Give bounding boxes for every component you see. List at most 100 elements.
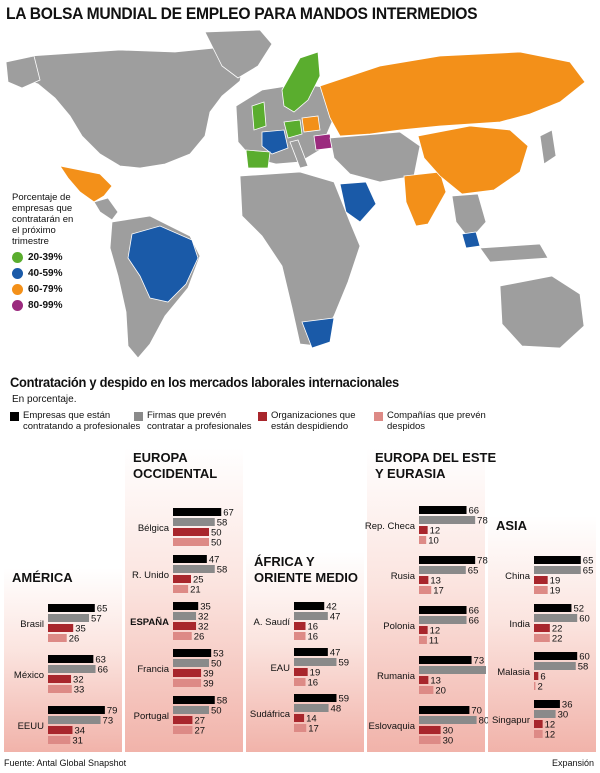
- bar-plan-hiring: [173, 659, 209, 667]
- bar-value-label: 50: [211, 659, 222, 670]
- bar-value-label: 19: [310, 668, 321, 679]
- bar-value-label: 67: [223, 508, 234, 519]
- bar-plan-firing: [294, 632, 306, 640]
- region-panel: [488, 516, 596, 752]
- bar-value-label: 48: [331, 704, 342, 715]
- map-legend-item: 80-99%: [12, 300, 84, 311]
- bar-value-label: 35: [200, 602, 211, 613]
- legend-swatch-icon: [374, 412, 383, 421]
- country-label: China: [505, 571, 531, 582]
- map-greenland: [204, 29, 273, 79]
- bar-value-label: 13: [430, 576, 441, 587]
- bar-plan-hiring: [534, 662, 576, 670]
- series-legend-item: Compañías que prevén despidos: [374, 410, 486, 432]
- bar-hiring: [534, 604, 572, 612]
- bar-value-label: 27: [194, 716, 205, 727]
- map-north-america: [19, 47, 246, 169]
- bar-plan-firing: [419, 636, 427, 644]
- bar-value-label: 12: [545, 730, 556, 741]
- bar-plan-hiring: [534, 566, 581, 574]
- bar-value-label: 53: [213, 649, 224, 660]
- bar-plan-firing: [173, 585, 189, 593]
- bar-value-label: 50: [211, 706, 222, 717]
- bar-hiring: [419, 556, 476, 564]
- country-label: Malasia: [497, 667, 530, 678]
- country-label: México: [14, 670, 44, 681]
- bar-value-label: 65: [583, 556, 594, 567]
- bar-firing: [419, 576, 429, 584]
- bar-value-label: 47: [330, 648, 341, 659]
- bar-value-label: 30: [558, 710, 569, 721]
- bar-firing: [173, 716, 193, 724]
- legend-dot-icon: [12, 252, 23, 263]
- bar-value-label: 47: [209, 555, 220, 566]
- map-brazil: [127, 225, 199, 303]
- bar-value-label: 78: [477, 556, 488, 567]
- bar-firing: [173, 669, 202, 677]
- map-malaysia: [461, 231, 481, 249]
- bar-plan-firing: [534, 586, 548, 594]
- region-heading: ÁFRICA Y: [254, 554, 315, 569]
- country-label: Polonia: [383, 621, 415, 632]
- legend-swatch-icon: [258, 412, 267, 421]
- country-label: Eslovaquia: [369, 721, 416, 732]
- bar-firing: [534, 576, 548, 584]
- bar-plan-firing: [48, 685, 72, 693]
- bar-value-label: 14: [306, 714, 317, 725]
- map-italy: [289, 139, 309, 169]
- bar-value-label: 73: [474, 656, 485, 667]
- region-heading: ASIA: [496, 518, 528, 533]
- world-map: [5, 29, 586, 359]
- map-alaska: [5, 55, 41, 89]
- bar-value-label: 39: [203, 679, 214, 690]
- bar-value-label: 63: [95, 655, 106, 666]
- region-panel: [4, 568, 122, 752]
- bar-plan-hiring: [419, 616, 467, 624]
- bar-plan-hiring: [419, 666, 486, 674]
- legend-swatch-icon: [134, 412, 143, 421]
- bar-plan-hiring: [173, 565, 215, 573]
- bar-value-label: 30: [443, 736, 454, 747]
- map-south-africa: [301, 317, 335, 349]
- bar-value-label: 57: [91, 614, 102, 625]
- bar-firing: [173, 528, 209, 536]
- bar-plan-hiring: [294, 658, 337, 666]
- map-australia: [499, 275, 585, 349]
- bar-value-label: 52: [573, 604, 584, 615]
- bar-value-label: 60: [579, 652, 590, 663]
- bar-value-label: 32: [198, 612, 209, 623]
- bar-hiring: [534, 652, 578, 660]
- bar-hiring: [534, 556, 581, 564]
- country-label: A. Saudí: [254, 617, 291, 628]
- bar-plan-firing: [419, 686, 434, 694]
- bar-plan-firing: [173, 538, 209, 546]
- map-india: [403, 171, 447, 227]
- bar-value-label: 16: [308, 622, 319, 633]
- bar-plan-hiring: [419, 566, 466, 574]
- bar-value-label: 16: [308, 632, 319, 643]
- bar-value-label: 50: [211, 528, 222, 539]
- bar-plan-firing: [173, 726, 193, 734]
- bar-firing: [48, 624, 74, 632]
- country-label: R. Unido: [132, 570, 169, 581]
- bar-value-label: 79: [107, 706, 118, 717]
- bar-plan-firing: [48, 736, 71, 744]
- bar-value-label: 70: [471, 706, 482, 717]
- bar-value-label: 12: [430, 526, 441, 537]
- region-heading: OCCIDENTAL: [133, 466, 217, 481]
- bar-hiring: [534, 700, 560, 708]
- bar-hiring: [294, 602, 325, 610]
- bar-hiring: [419, 606, 467, 614]
- bar-firing: [48, 675, 72, 683]
- bar-value-label: 58: [217, 696, 228, 707]
- bar-value-label: 22: [552, 634, 563, 645]
- brand-name: Expansión: [551, 758, 594, 768]
- bar-firing: [419, 526, 428, 534]
- legend-swatch-icon: [10, 412, 19, 421]
- bar-firing: [294, 714, 305, 722]
- region-panel: [125, 448, 243, 752]
- bar-firing: [419, 726, 441, 734]
- country-label: EEUU: [18, 721, 45, 732]
- country-label: Sudáfrica: [250, 709, 291, 720]
- bar-plan-firing: [294, 678, 306, 686]
